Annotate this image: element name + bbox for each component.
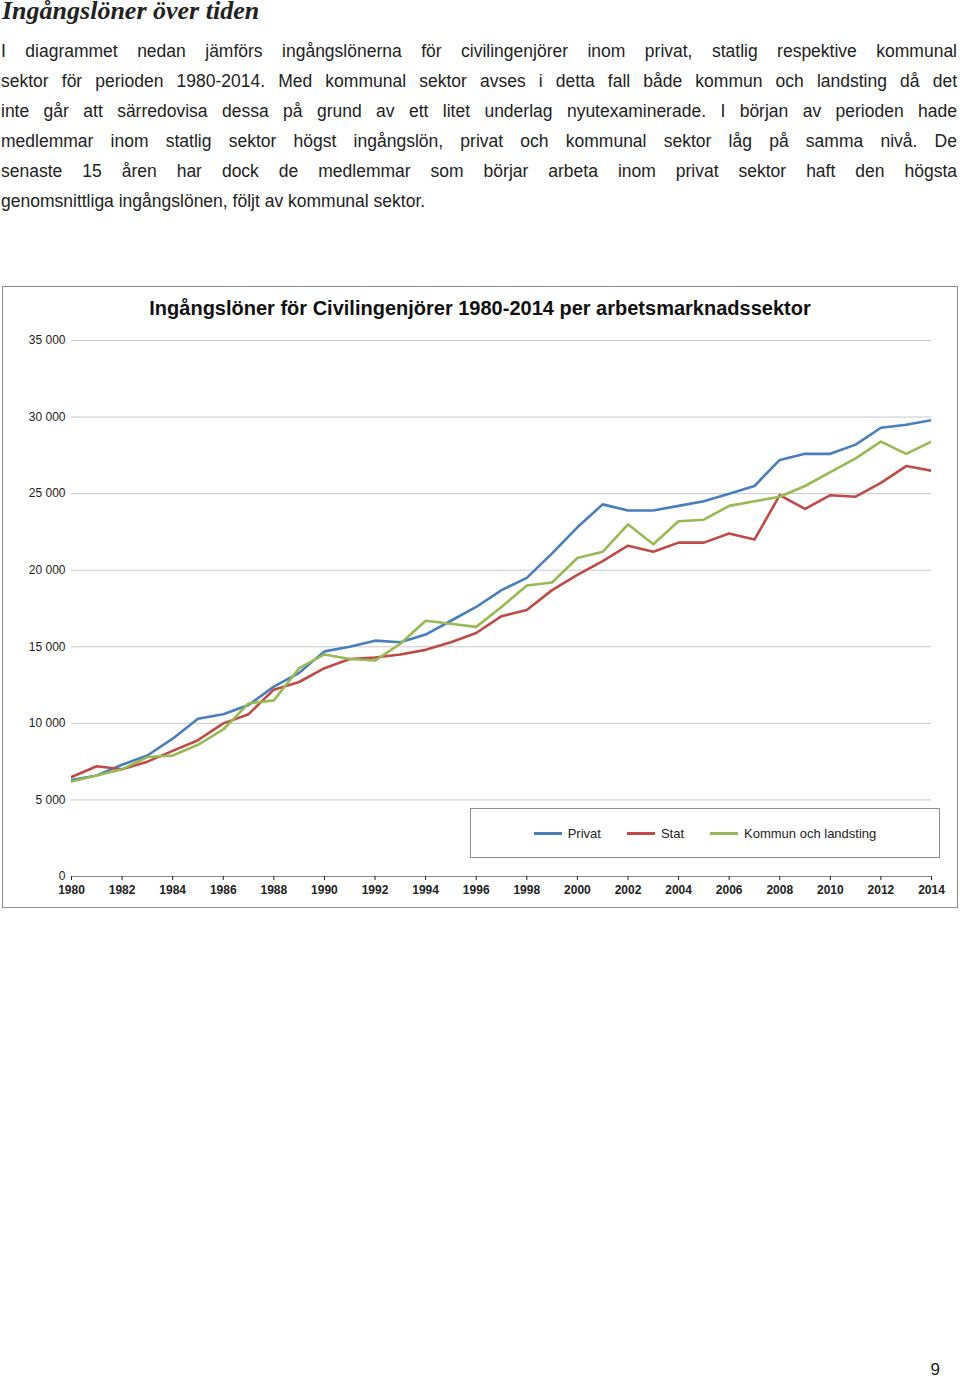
svg-text:1998: 1998 [513,883,540,897]
svg-text:5 000: 5 000 [35,793,65,807]
html-text:senaste 15 åren har dock de me: senaste 15 åren har dock de medlemmar so… [1,161,957,181]
svg-text:25 000: 25 000 [29,486,66,500]
svg-text:2008: 2008 [766,883,793,897]
svg-text:2014: 2014 [918,883,945,897]
html-text:9: 9 [930,1360,940,1379]
svg-text:1994: 1994 [412,883,439,897]
html-text:I diagrammet nedan jämförs ing: I diagrammet nedan jämförs ingångslönern… [1,41,957,61]
svg-text:1986: 1986 [210,883,237,897]
html-text:Stat: Stat [660,825,684,841]
html-text:inte går att särredovisa dessa: inte går att särredovisa dessa på grund … [1,101,957,121]
html-text:Kommun och landsting: Kommun och landsting [744,825,877,841]
svg-text:0: 0 [59,869,66,883]
html-text:Privat: Privat [567,825,601,841]
svg-text:2004: 2004 [665,883,692,897]
svg-text:1990: 1990 [311,883,338,897]
html-text:medlemmar inom statlig sektor: medlemmar inom statlig sektor högst ingå… [1,131,957,151]
svg-text:10 000: 10 000 [29,716,66,730]
svg-text:20 000: 20 000 [29,563,66,577]
svg-text:35 000: 35 000 [29,333,66,347]
svg-text:1980: 1980 [58,883,85,897]
html-text:Ingångslöner för Civilingenjör: Ingångslöner för Civilingenjörer 1980-20… [149,297,811,319]
svg-text:1988: 1988 [261,883,288,897]
svg-text:2006: 2006 [716,883,743,897]
svg-text:15 000: 15 000 [29,640,66,654]
html-text:sektor för perioden 1980-2014.: sektor för perioden 1980-2014. Med kommu… [1,71,957,91]
svg-text:1984: 1984 [159,883,186,897]
svg-text:2010: 2010 [817,883,844,897]
html-text:genomsnittliga ingångslönen, f: genomsnittliga ingångslönen, följt av ko… [1,191,426,211]
svg-text:1992: 1992 [362,883,389,897]
svg-text:1996: 1996 [463,883,490,897]
svg-text:2002: 2002 [615,883,642,897]
svg-text:30 000: 30 000 [29,410,66,424]
svg-text:2012: 2012 [868,883,895,897]
svg-text:1982: 1982 [109,883,136,897]
svg-text:2000: 2000 [564,883,591,897]
